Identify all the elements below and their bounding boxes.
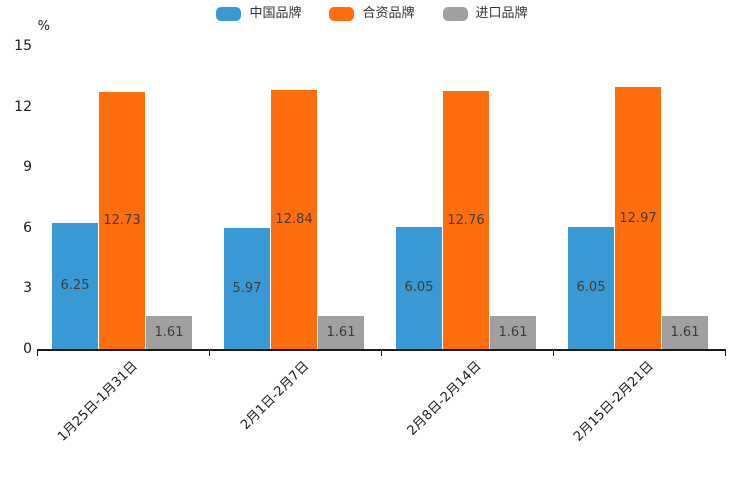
legend-item-label: 进口品牌 — [475, 6, 528, 21]
legend-marker-icon — [216, 7, 242, 21]
bar-series3-group2: 1.61 — [318, 316, 364, 349]
legend: 中国品牌 合资品牌 进口品牌 — [0, 7, 744, 21]
bar-value-label: 1.61 — [326, 325, 356, 341]
y-tick-label: 15 — [14, 38, 32, 54]
x-axis-tick — [209, 349, 210, 356]
x-axis-category-labels: 1月25日-1月31日 2月1日-2月7日 2月8日-2月14日 2月15日-2月21… — [37, 356, 725, 486]
x-axis-tick — [725, 349, 726, 356]
legend-marker-icon — [442, 7, 468, 21]
bar-value-label: 12.76 — [447, 212, 485, 228]
bar-series1-group2: 5.97 — [224, 228, 270, 349]
y-tick-label: 3 — [23, 280, 32, 297]
bar-value-label: 1.61 — [154, 325, 184, 341]
y-tick-label: 0 — [23, 341, 32, 357]
x-axis-tick — [553, 349, 554, 356]
bar-series3-group1: 1.61 — [146, 316, 192, 349]
bar-value-label: 6.05 — [576, 280, 606, 296]
bar-value-label: 6.25 — [60, 278, 90, 294]
bar-series2-group4: 12.97 — [615, 87, 661, 349]
x-category-label: 2月8日-2月14日 — [404, 358, 485, 439]
bar-series3-group4: 1.61 — [662, 316, 708, 349]
y-tick-label: 9 — [23, 159, 32, 176]
legend-item-label: 合资品牌 — [362, 6, 415, 21]
legend-item-1[interactable]: 中国品牌 — [216, 7, 301, 21]
plot-area: 6.25 12.73 1.61 5.97 12.84 1.61 6.05 12.76 1.61 6… — [37, 46, 725, 349]
bar-series1-group3: 6.05 — [396, 226, 442, 349]
legend-marker-icon — [329, 7, 355, 21]
y-tick-label: 12 — [14, 98, 32, 115]
bar-value-label: 5.97 — [232, 281, 262, 297]
x-category-label: 1月25日-1月31日 — [54, 358, 141, 445]
bar-series1-group4: 6.05 — [568, 226, 614, 349]
x-axis-tick — [381, 349, 382, 356]
bar-value-label: 12.73 — [103, 212, 141, 228]
legend-item-3[interactable]: 进口品牌 — [442, 6, 528, 21]
bar-series3-group3: 1.61 — [490, 316, 536, 349]
bar-value-label: 6.05 — [404, 280, 434, 296]
x-category-label: 2月1日-2月7日 — [238, 358, 313, 433]
bar-series2-group2: 12.84 — [271, 89, 317, 349]
legend-item-2[interactable]: 合资品牌 — [329, 6, 415, 21]
x-category-label: 2月15日-2月21日 — [570, 358, 657, 445]
bar-value-label: 12.97 — [619, 210, 657, 226]
bar-series2-group1: 12.73 — [99, 91, 145, 349]
bar-value-label: 1.61 — [498, 325, 528, 341]
y-tick-label: 6 — [23, 219, 32, 236]
bar-value-label: 1.61 — [670, 325, 700, 341]
legend-item-label: 中国品牌 — [249, 6, 302, 21]
bar-series1-group1: 6.25 — [52, 222, 98, 349]
y-axis-unit-label: % — [37, 19, 50, 34]
bar-series2-group3: 12.76 — [443, 91, 489, 349]
bar-value-label: 12.84 — [275, 211, 313, 227]
x-axis-tick — [37, 349, 38, 356]
